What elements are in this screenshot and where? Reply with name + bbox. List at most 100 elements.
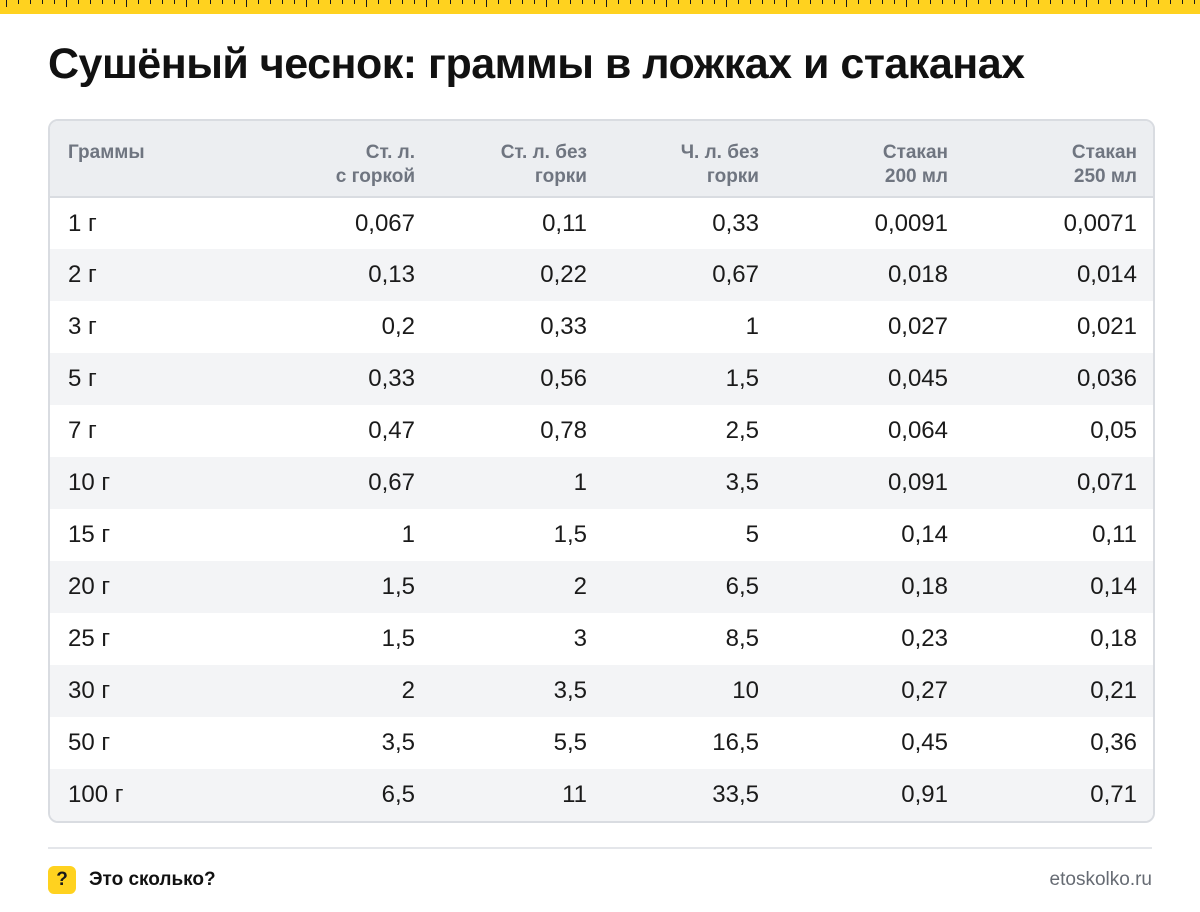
value-cell: 0,021 — [1076, 313, 1137, 340]
conversion-table-container: Граммы Ст. л. с горкой Ст. л. без горки Ч. л.… — [48, 119, 1155, 823]
table-row: 25 г 1,5 3 8,5 0,23 0,18 — [50, 613, 1153, 665]
value-cell: 10 — [732, 677, 759, 704]
value-cell: 0,67 — [368, 469, 415, 496]
value-cell: 6,5 — [381, 781, 415, 808]
value-cell: 0,22 — [540, 261, 587, 288]
column-header-line: горки — [534, 166, 587, 187]
grams-cell: 10 г — [68, 469, 111, 496]
value-cell: 0,027 — [887, 313, 948, 340]
value-cell: 0,23 — [901, 625, 948, 652]
value-cell: 2 — [573, 573, 587, 600]
value-cell: 0,91 — [901, 781, 948, 808]
column-header-line: с горкой — [335, 166, 415, 187]
value-cell: 0,56 — [540, 365, 587, 392]
column-header-line: Стакан — [882, 142, 948, 163]
value-cell: 0,05 — [1090, 417, 1137, 444]
value-cell: 3,5 — [725, 469, 759, 496]
value-cell: 16,5 — [712, 729, 759, 756]
value-cell: 1,5 — [553, 521, 587, 548]
ruler-strip — [0, 0, 1200, 14]
table-row: 20 г 1,5 2 6,5 0,18 0,14 — [50, 561, 1153, 613]
value-cell: 0,11 — [542, 209, 587, 237]
value-cell: 1,5 — [725, 365, 759, 392]
value-cell: 0,091 — [887, 469, 948, 496]
grams-cell: 1 г — [68, 209, 97, 237]
grams-cell: 25 г — [68, 625, 111, 652]
value-cell: 0,064 — [887, 417, 948, 444]
table-row: 3 г 0,2 0,33 1 0,027 0,021 — [50, 301, 1153, 353]
table-row: 5 г 0,33 0,56 1,5 0,045 0,036 — [50, 353, 1153, 405]
column-header: Ч. л. без горки — [588, 121, 760, 197]
value-cell: 0,14 — [901, 521, 948, 548]
value-cell: 0,33 — [712, 209, 759, 237]
grams-cell: 7 г — [68, 417, 97, 444]
grams-cell: 3 г — [68, 313, 97, 340]
value-cell: 0,45 — [901, 729, 948, 756]
table-row: 15 г 1 1,5 5 0,14 0,11 — [50, 509, 1153, 561]
value-cell: 0,27 — [901, 677, 948, 704]
value-cell: 5,5 — [553, 729, 587, 756]
value-cell: 0,18 — [901, 573, 948, 600]
value-cell: 5 — [745, 521, 759, 548]
value-cell: 33,5 — [712, 781, 759, 808]
grams-cell: 100 г — [68, 781, 124, 808]
value-cell: 0,11 — [1092, 521, 1137, 548]
site-link[interactable]: etoskolko.ru — [1049, 869, 1152, 890]
table-header-row: Граммы Ст. л. с горкой Ст. л. без горки Ч. л.… — [50, 121, 1153, 197]
column-header: Стакан 200 мл — [760, 121, 949, 197]
value-cell: 0,67 — [712, 261, 759, 288]
value-cell: 0,067 — [354, 209, 415, 237]
value-cell: 0,071 — [1076, 469, 1137, 496]
question-mark-icon: ? — [48, 866, 76, 894]
column-header-line: 200 мл — [884, 166, 948, 187]
value-cell: 0,045 — [887, 365, 948, 392]
footer-brand: ? Это сколько? — [48, 866, 216, 894]
table-row: 50 г 3,5 5,5 16,5 0,45 0,36 — [50, 717, 1153, 769]
value-cell: 6,5 — [725, 573, 759, 600]
grams-cell: 30 г — [68, 677, 111, 704]
value-cell: 3,5 — [553, 677, 587, 704]
column-header: Ст. л. с горкой — [268, 121, 416, 197]
value-cell: 1,5 — [381, 625, 415, 652]
value-cell: 2,5 — [725, 417, 759, 444]
page-title: Сушёный чеснок: граммы в ложках и стакан… — [48, 40, 1025, 88]
column-header: Граммы — [50, 121, 268, 197]
column-header-line: Граммы — [68, 142, 145, 163]
value-cell: 11 — [562, 781, 587, 808]
table-row: 10 г 0,67 1 3,5 0,091 0,071 — [50, 457, 1153, 509]
value-cell: 0,21 — [1090, 677, 1137, 704]
value-cell: 0,78 — [540, 417, 587, 444]
column-header-line: 250 мл — [1073, 166, 1137, 187]
value-cell: 0,018 — [887, 261, 948, 288]
value-cell: 0,47 — [368, 417, 415, 444]
value-cell: 0,2 — [381, 313, 415, 340]
table-row: 2 г 0,13 0,22 0,67 0,018 0,014 — [50, 249, 1153, 301]
grams-cell: 5 г — [68, 365, 97, 392]
grams-cell: 15 г — [68, 521, 111, 548]
column-header-line: Стакан — [1071, 142, 1137, 163]
conversion-table: Граммы Ст. л. с горкой Ст. л. без горки Ч. л.… — [50, 121, 1153, 821]
column-header-line: Ст. л. — [365, 142, 415, 163]
value-cell: 0,71 — [1090, 781, 1137, 808]
table-row: 1 г 0,067 0,11 0,33 0,0091 0,0071 — [50, 197, 1153, 249]
footer-divider — [48, 847, 1152, 849]
value-cell: 3,5 — [381, 729, 415, 756]
table-body: 1 г 0,067 0,11 0,33 0,0091 0,0071 2 г 0,13 0,22 0… — [50, 197, 1153, 821]
value-cell: 0,33 — [540, 313, 587, 340]
value-cell: 0,13 — [368, 261, 415, 288]
value-cell: 2 — [401, 677, 415, 704]
value-cell: 8,5 — [725, 625, 759, 652]
value-cell: 1 — [745, 313, 759, 340]
value-cell: 0,014 — [1076, 261, 1137, 288]
column-header: Стакан 250 мл — [949, 121, 1153, 197]
column-header: Ст. л. без горки — [416, 121, 588, 197]
brand-name: Это сколько? — [89, 869, 216, 890]
table-row: 100 г 6,5 11 33,5 0,91 0,71 — [50, 769, 1153, 821]
value-cell: 0,14 — [1090, 573, 1137, 600]
value-cell: 0,0071 — [1063, 209, 1137, 237]
column-header-line: Ч. л. без — [680, 142, 759, 163]
value-cell: 0,33 — [368, 365, 415, 392]
grams-cell: 2 г — [68, 261, 97, 288]
table-row: 7 г 0,47 0,78 2,5 0,064 0,05 — [50, 405, 1153, 457]
value-cell: 3 — [573, 625, 587, 652]
